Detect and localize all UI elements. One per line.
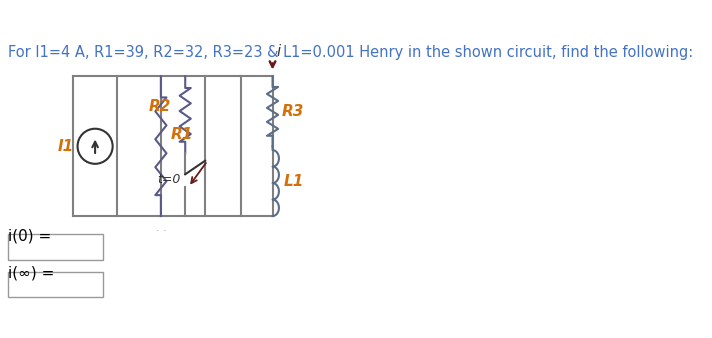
Text: R2: R2 (149, 99, 171, 114)
Text: R1: R1 (170, 127, 193, 142)
Text: R3: R3 (282, 104, 305, 119)
Text: i: i (276, 44, 281, 59)
Text: i(0) =: i(0) = (8, 228, 51, 243)
Text: i(∞) =: i(∞) = (8, 266, 54, 281)
Text: L1: L1 (283, 174, 304, 189)
FancyBboxPatch shape (8, 272, 103, 297)
FancyBboxPatch shape (8, 234, 103, 260)
Text: . .: . . (155, 223, 167, 233)
Text: I1: I1 (58, 139, 74, 154)
Text: t=0: t=0 (157, 173, 180, 186)
Text: For I1=4 A, R1=39, R2=32, R3=23 & L1=0.001 Henry in the shown circuit, find the : For I1=4 A, R1=39, R2=32, R3=23 & L1=0.0… (8, 45, 693, 59)
